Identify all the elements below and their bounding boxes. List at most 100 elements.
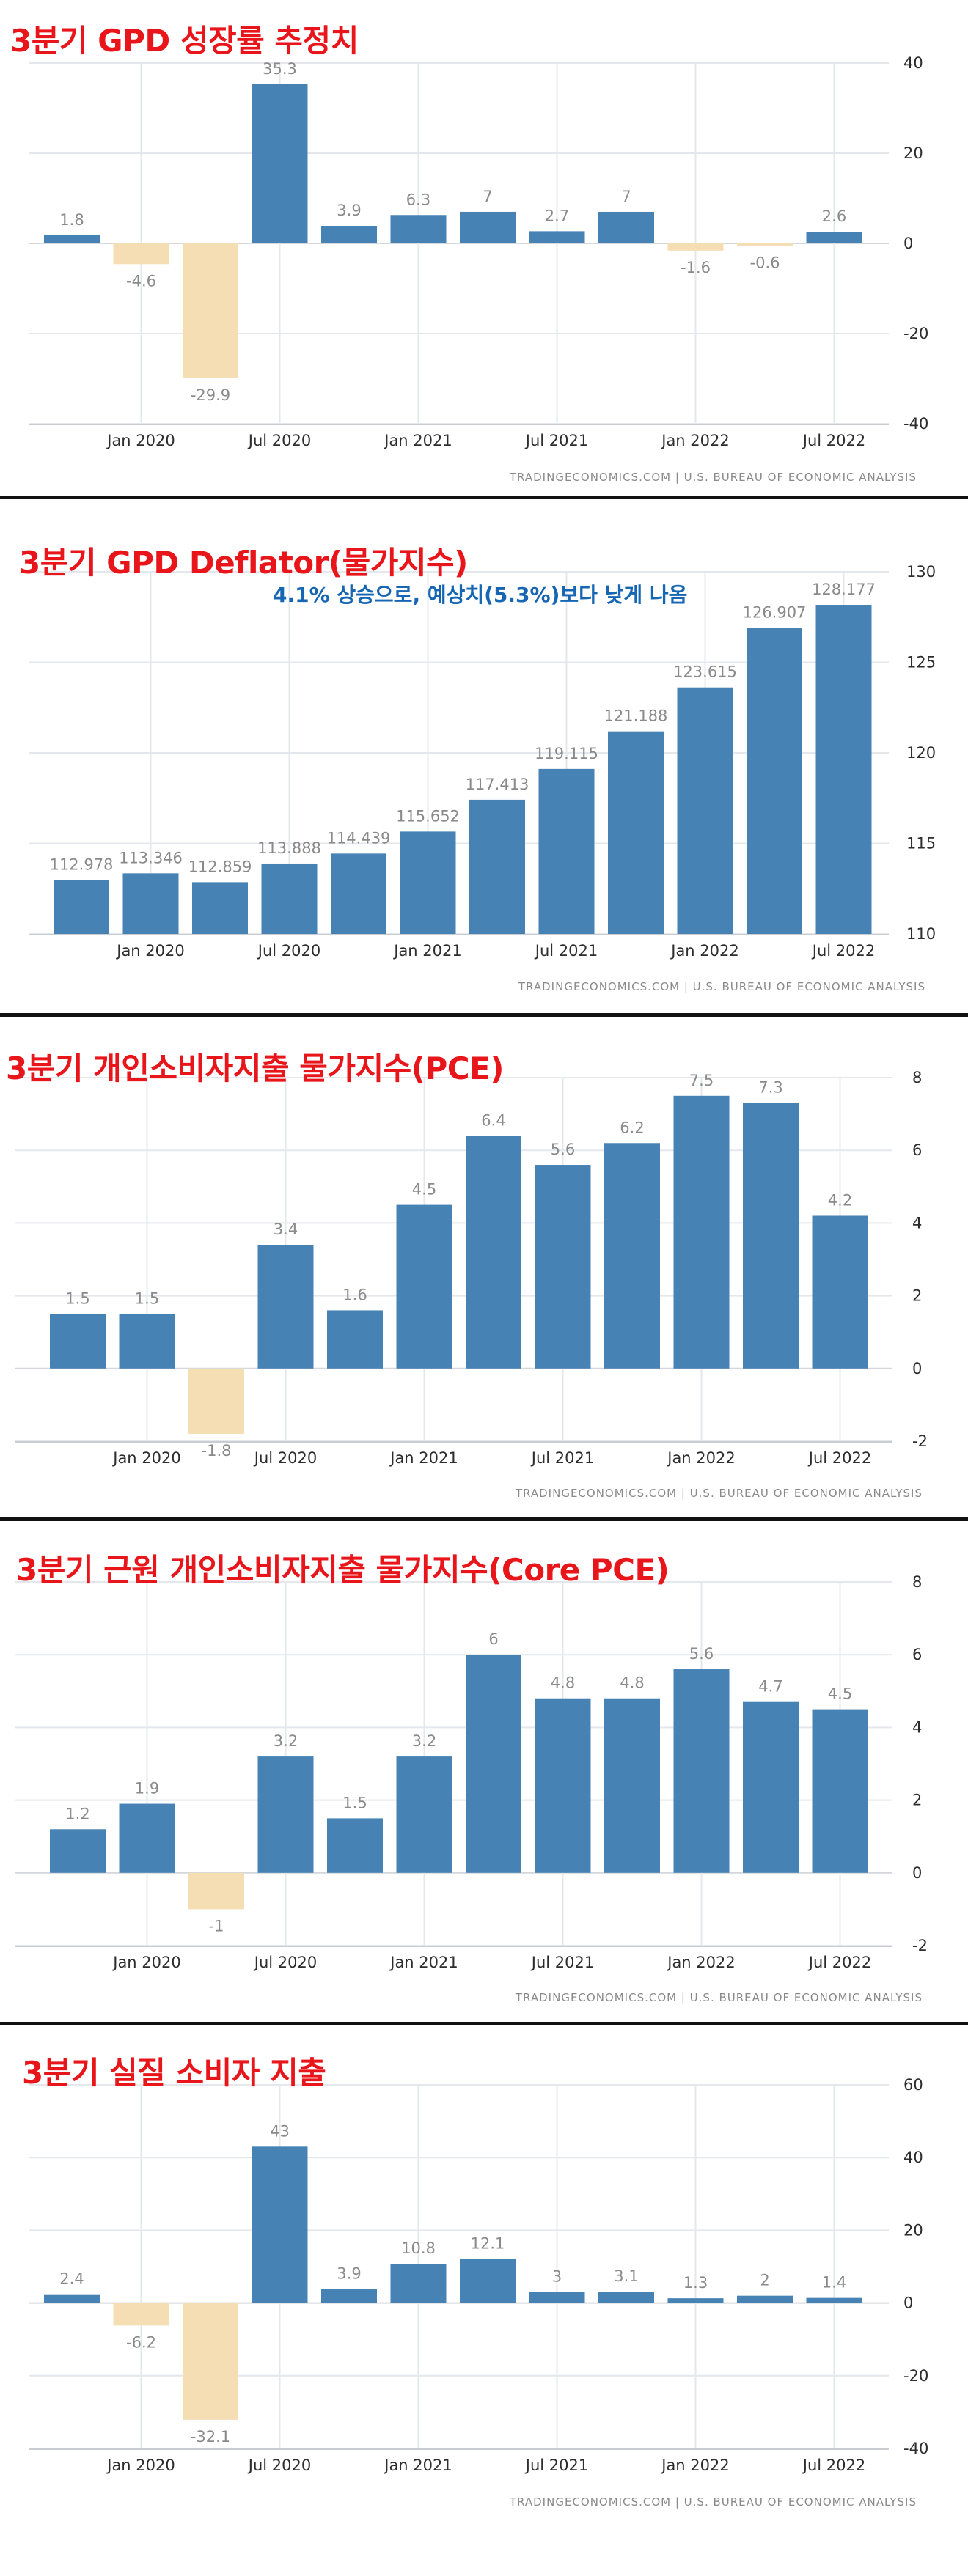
bar [188,1872,244,1910]
source-credit: TRADINGECONOMICS.COM | U.S. BUREAU OF EC… [515,1991,923,2004]
data-label: 1.5 [342,1794,367,1811]
chart-panel-gdp-deflator: 130 125 120 115 110 112.978 113.346 112.859 113.… [0,501,968,1007]
bar [806,2297,862,2303]
bar [673,1669,730,1873]
data-label: 2 [760,2272,769,2289]
data-label: 5.6 [551,1141,575,1158]
data-label: 112.978 [50,855,114,873]
bar [608,731,664,934]
y-tick-label: 2 [912,1792,922,1809]
x-tick-label: Jan 2021 [389,1954,458,1971]
data-label: 4.7 [758,1678,782,1696]
y-tick-label: -2 [912,1432,928,1450]
bar [327,1310,383,1369]
chart-title-real-consumer-spending: 3분기 실질 소비자 지출 [22,2055,326,2091]
core-pce-chart: 8 6 4 2 0 -2 1.2 1.9 -1 3.2 1.5 3.2 6 4.8 4.8 5.6 4.7 4.5… [15,1573,928,2004]
x-tick-label: Jan 2022 [666,1954,736,1971]
real-consumer-spending-chart: 60 40 20 0 -20 -40 2.4 -6.2 -32.1 43 3.9 10.8 12.1 3 3… [29,2076,928,2509]
chart-annotation-gdp-deflator: 4.1% 상승으로, 예상치(5.3%)보다 낮게 나옴 [273,583,688,607]
source-credit: TRADINGECONOMICS.COM | U.S. BUREAU OF EC… [518,980,925,993]
y-tick-label: -40 [903,415,928,433]
bar [535,1698,591,1873]
pce-chart: 8 6 4 2 0 -2 1.5 1.5 -1.8 3.4 1.6 4.5 6.4 5.6 6.2 7.5 7.… [15,1069,928,1500]
data-label: -4.6 [126,272,156,290]
y-tick-label: 0 [903,235,913,252]
bar [390,2264,447,2303]
x-tick-label: Jan 2021 [383,2457,452,2474]
data-label: 2.4 [59,2270,84,2288]
y-tick-label: 130 [906,563,936,581]
x-tick-label: Jul 2020 [257,942,320,960]
y-tick-label: -2 [912,1937,928,1954]
chart-panel-core-pce: 8 6 4 2 0 -2 1.2 1.9 -1 3.2 1.5 3.2 6 4.8 4.8 5.6 4.7 4.5… [0,1523,968,2022]
bar [529,2292,585,2303]
data-label: 7 [621,188,631,205]
y-tick-label: -20 [903,325,928,342]
y-tick-label: 40 [903,54,923,72]
data-label: 5.6 [689,1645,714,1663]
bar [598,2292,654,2303]
bar [469,799,525,934]
bar [604,1698,660,1873]
bar [257,1245,314,1369]
bar [44,2294,100,2303]
bar [673,1095,730,1369]
bar [183,243,238,378]
bar [113,243,169,265]
x-tick-label: Jan 2022 [660,432,730,449]
y-tick-label: 120 [906,744,936,762]
data-label: 4.5 [412,1181,436,1199]
x-tick-label: Jul 2021 [524,432,588,449]
bar [529,231,585,243]
section-divider [0,1517,968,1521]
source-credit: TRADINGECONOMICS.COM | U.S. BUREAU OF EC… [509,2495,917,2509]
x-tick-label: Jul 2022 [811,942,875,960]
bar [535,1165,591,1369]
bar [466,1655,521,1873]
data-label: 1.3 [683,2274,708,2292]
x-tick-label: Jul 2022 [802,432,865,449]
data-label: 6.3 [406,191,430,208]
gdp-growth-chart: 40 20 0 -20 -40 1.8 -4.6 -29.9 35.3 3.9 6.3 7 2.7 7 -1… [29,54,928,484]
data-label: 2.6 [822,207,846,225]
bar [812,1709,868,1873]
x-tick-label: Jul 2022 [807,1954,871,1971]
bar [466,1136,521,1369]
bar [331,853,386,934]
chart-title-gdp-deflator: 3분기 GPD Deflator(물가지수) [19,545,468,581]
chart-title-core-pce: 3분기 근원 개인소비자지출 물가지수(Core PCE) [16,1552,670,1588]
x-tick-label: Jul 2021 [524,2457,588,2474]
chart-panel-real-consumer-spending: 60 40 20 0 -20 -40 2.4 -6.2 -32.1 43 3.9 10.8 12.1 3 3… [0,2028,968,2576]
data-label: 12.1 [471,2235,505,2253]
x-tick-label: Jan 2021 [392,942,462,960]
data-label: 3.9 [337,2264,361,2282]
y-tick-label: 4 [912,1214,922,1232]
x-tick-label: Jan 2022 [670,942,739,960]
bar [737,243,793,246]
y-tick-label: 8 [912,1573,922,1591]
data-label: 10.8 [401,2240,436,2257]
y-tick-label: 110 [906,925,936,943]
bar [743,1701,799,1873]
bar [321,2289,377,2303]
data-label: -32.1 [191,2428,230,2446]
bar [460,211,516,243]
data-label: 121.188 [604,707,668,725]
y-tick-label: 0 [903,2295,913,2312]
y-tick-label: 2 [912,1287,922,1305]
data-label: -29.9 [191,386,230,404]
x-tick-label: Jul 2021 [534,942,598,960]
data-label: -0.6 [750,254,780,272]
y-tick-label: 4 [912,1718,922,1736]
bar [598,211,654,243]
bar [119,1803,175,1873]
data-label: 35.3 [263,60,297,78]
data-label: 113.888 [257,839,321,857]
source-credit: TRADINGECONOMICS.COM | U.S. BUREAU OF EC… [515,1487,923,1500]
section-divider [0,2022,968,2025]
bar [257,1756,314,1873]
bar [50,1314,106,1369]
data-label: 128.177 [812,581,876,598]
bar [747,628,802,934]
x-tick-label: Jul 2022 [807,1449,871,1467]
